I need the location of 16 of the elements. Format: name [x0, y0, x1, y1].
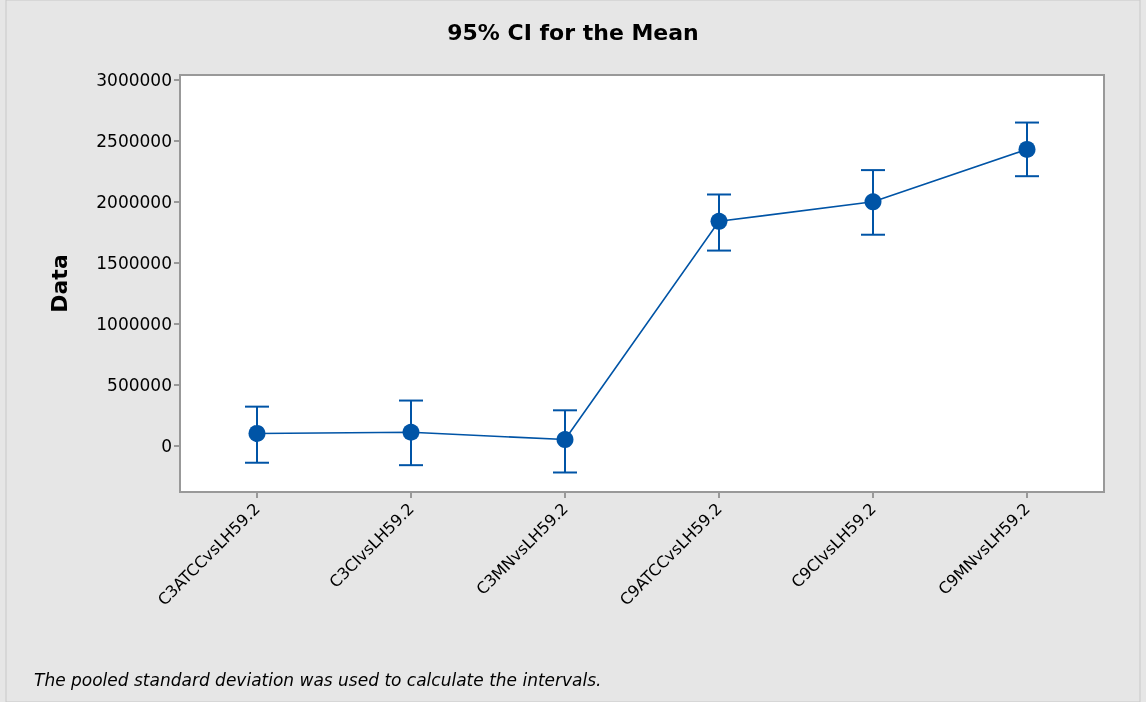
- point: [710, 212, 728, 230]
- y-tick-label: 3000000: [96, 69, 172, 90]
- chart-title: 95% CI for the Mean: [447, 19, 699, 45]
- text: The pooled standard deviation was used to calculate the intervals.: [34, 669, 602, 690]
- point: [556, 431, 574, 449]
- point: [402, 423, 420, 441]
- y-tick-label: 1000000: [96, 313, 172, 334]
- y-tick-label: 2000000: [96, 191, 172, 212]
- y-tick-label: 0: [161, 435, 172, 456]
- y-axis-title: Data: [46, 254, 72, 313]
- point: [1018, 140, 1036, 158]
- y-tick-label: 1500000: [96, 252, 172, 273]
- y-tick-label: 500000: [107, 374, 172, 395]
- point: [864, 193, 882, 211]
- y-tick-label: 2500000: [96, 130, 172, 151]
- point: [248, 424, 266, 442]
